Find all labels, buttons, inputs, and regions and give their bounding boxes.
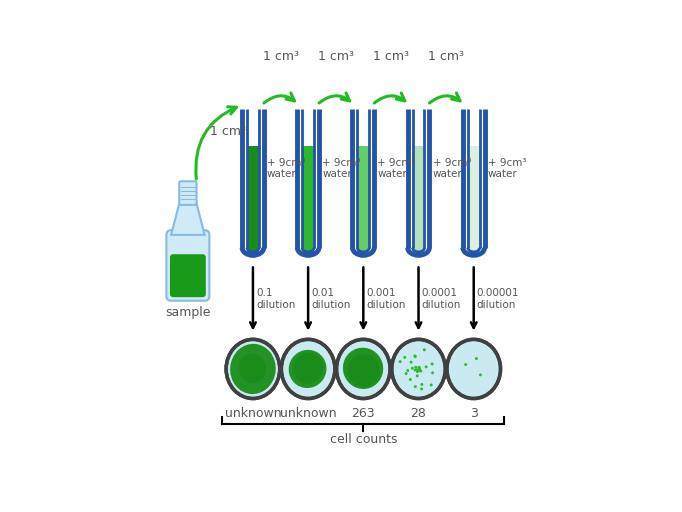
Ellipse shape — [468, 253, 479, 258]
Text: 1 cm³: 1 cm³ — [263, 50, 299, 63]
Circle shape — [420, 388, 423, 391]
Text: 1 cm³: 1 cm³ — [210, 125, 246, 138]
Text: 28: 28 — [411, 407, 426, 420]
Ellipse shape — [349, 356, 376, 383]
Circle shape — [417, 368, 420, 371]
Ellipse shape — [247, 253, 259, 258]
FancyArrowPatch shape — [264, 93, 295, 103]
Circle shape — [423, 348, 426, 351]
Circle shape — [430, 362, 434, 366]
Text: 263: 263 — [351, 407, 375, 420]
Circle shape — [417, 369, 420, 372]
Text: unknown: unknown — [280, 407, 336, 420]
Circle shape — [404, 372, 408, 375]
Text: 0.1
dilution: 0.1 dilution — [256, 288, 295, 310]
Circle shape — [414, 355, 417, 358]
Text: + 9cm³
water: + 9cm³ water — [488, 158, 527, 180]
Text: + 9cm³
water: + 9cm³ water — [322, 158, 361, 180]
Circle shape — [479, 373, 482, 376]
Ellipse shape — [241, 357, 266, 383]
Text: 1 cm³: 1 cm³ — [318, 50, 354, 63]
Circle shape — [425, 366, 428, 368]
Circle shape — [475, 357, 478, 360]
Text: 0.00001
dilution: 0.00001 dilution — [477, 288, 520, 310]
Circle shape — [414, 369, 417, 372]
Text: 3: 3 — [470, 407, 477, 420]
Ellipse shape — [241, 358, 263, 381]
Ellipse shape — [343, 348, 383, 389]
Text: 1 cm³: 1 cm³ — [373, 50, 409, 63]
Circle shape — [409, 378, 412, 381]
Circle shape — [417, 366, 421, 369]
Bar — [357, 146, 369, 255]
Text: 0.0001
dilution: 0.0001 dilution — [421, 288, 461, 310]
Circle shape — [419, 370, 422, 373]
Ellipse shape — [348, 354, 380, 387]
FancyBboxPatch shape — [166, 230, 209, 301]
Circle shape — [413, 354, 416, 357]
Text: unknown: unknown — [224, 407, 281, 420]
Text: + 9cm³
water: + 9cm³ water — [432, 158, 471, 180]
Circle shape — [430, 383, 432, 387]
Circle shape — [431, 371, 434, 374]
Circle shape — [403, 356, 406, 359]
Ellipse shape — [352, 355, 376, 379]
Circle shape — [418, 367, 421, 369]
Ellipse shape — [413, 253, 424, 258]
Circle shape — [399, 360, 402, 363]
Circle shape — [420, 383, 424, 386]
Bar — [413, 146, 424, 255]
Ellipse shape — [239, 354, 266, 383]
Circle shape — [411, 367, 414, 370]
Circle shape — [416, 370, 419, 373]
Circle shape — [464, 363, 467, 366]
Ellipse shape — [447, 339, 501, 398]
FancyBboxPatch shape — [170, 254, 206, 297]
Ellipse shape — [294, 357, 321, 383]
Ellipse shape — [288, 350, 327, 388]
Text: 0.001
dilution: 0.001 dilution — [366, 288, 406, 310]
Ellipse shape — [297, 358, 321, 382]
Circle shape — [414, 366, 417, 369]
Ellipse shape — [302, 253, 314, 258]
Circle shape — [416, 374, 419, 377]
FancyArrowPatch shape — [430, 93, 460, 103]
Ellipse shape — [336, 339, 390, 398]
FancyArrowPatch shape — [374, 93, 405, 103]
Ellipse shape — [357, 253, 369, 258]
Bar — [302, 146, 314, 255]
Circle shape — [418, 368, 421, 371]
Ellipse shape — [391, 339, 445, 398]
Text: sample: sample — [165, 306, 211, 319]
Bar — [468, 146, 479, 255]
FancyBboxPatch shape — [179, 181, 196, 205]
Circle shape — [414, 385, 417, 388]
Text: + 9cm³
water: + 9cm³ water — [377, 158, 416, 180]
Polygon shape — [171, 203, 205, 235]
FancyArrowPatch shape — [319, 93, 350, 103]
Text: + 9cm³
water: + 9cm³ water — [267, 158, 306, 180]
Text: 1 cm³: 1 cm³ — [428, 50, 464, 63]
Ellipse shape — [355, 360, 374, 378]
Ellipse shape — [352, 361, 374, 382]
Ellipse shape — [294, 353, 323, 382]
Ellipse shape — [297, 358, 319, 379]
FancyArrowPatch shape — [196, 107, 237, 179]
Text: cell counts: cell counts — [329, 433, 397, 446]
Ellipse shape — [281, 339, 335, 398]
Ellipse shape — [230, 344, 276, 394]
Circle shape — [406, 369, 409, 372]
Bar — [247, 146, 259, 255]
Text: 0.01
dilution: 0.01 dilution — [311, 288, 351, 310]
Circle shape — [410, 361, 413, 364]
Ellipse shape — [226, 339, 280, 398]
Circle shape — [415, 368, 418, 371]
